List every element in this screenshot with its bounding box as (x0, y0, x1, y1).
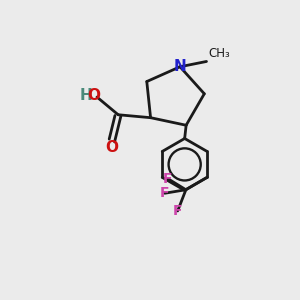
Text: CH₃: CH₃ (208, 47, 230, 60)
Text: F: F (163, 172, 172, 185)
Text: F: F (160, 186, 169, 200)
Text: N: N (174, 59, 186, 74)
Text: O: O (87, 88, 100, 103)
Text: F: F (173, 204, 182, 218)
Text: O: O (105, 140, 118, 155)
Text: H: H (80, 88, 92, 103)
